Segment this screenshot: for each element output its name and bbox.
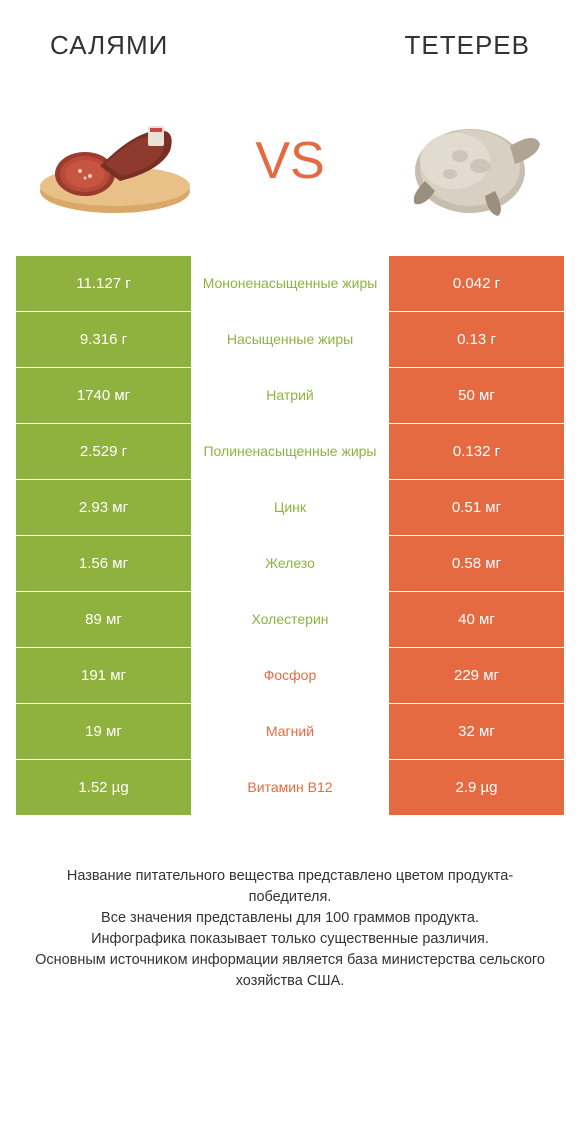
nutrient-label: Магний [191, 704, 389, 759]
footer-line: Название питательного вещества представл… [30, 866, 550, 908]
table-row: 2.93 мгЦинк0.51 мг [16, 480, 564, 536]
table-row: 11.127 гМононенасыщенные жиры0.042 г [16, 256, 564, 312]
table-row: 191 мгФосфор229 мг [16, 648, 564, 704]
left-value-cell: 89 мг [16, 592, 191, 647]
table-row: 89 мгХолестерин40 мг [16, 592, 564, 648]
nutrient-label: Витамин B12 [191, 760, 389, 815]
right-value-cell: 2.9 µg [389, 760, 564, 815]
nutrient-label: Фосфор [191, 648, 389, 703]
right-value-cell: 0.58 мг [389, 536, 564, 591]
right-value-cell: 229 мг [389, 648, 564, 703]
nutrient-label: Насыщенные жиры [191, 312, 389, 367]
header: САЛЯМИ ТЕТЕРЕВ [0, 0, 580, 71]
footer-line: Основным источником информации является … [30, 950, 550, 992]
nutrient-label: Натрий [191, 368, 389, 423]
left-value-cell: 19 мг [16, 704, 191, 759]
comparison-table: 11.127 гМононенасыщенные жиры0.042 г9.31… [0, 256, 580, 816]
left-value-cell: 9.316 г [16, 312, 191, 367]
nutrient-label: Мононенасыщенные жиры [191, 256, 389, 311]
left-value-cell: 2.529 г [16, 424, 191, 479]
images-row: VS [0, 71, 580, 256]
left-value-cell: 11.127 г [16, 256, 191, 311]
salami-image [30, 96, 200, 226]
nutrient-label: Холестерин [191, 592, 389, 647]
right-value-cell: 32 мг [389, 704, 564, 759]
left-value-cell: 2.93 мг [16, 480, 191, 535]
table-row: 9.316 гНасыщенные жиры0.13 г [16, 312, 564, 368]
left-value-cell: 191 мг [16, 648, 191, 703]
nutrient-label: Железо [191, 536, 389, 591]
right-value-cell: 0.042 г [389, 256, 564, 311]
footer-notes: Название питательного вещества представл… [0, 816, 580, 1012]
footer-line: Все значения представлены для 100 граммо… [30, 908, 550, 929]
grouse-image [380, 96, 550, 226]
footer-line: Инфографика показывает только существенн… [30, 929, 550, 950]
right-value-cell: 0.51 мг [389, 480, 564, 535]
nutrient-label: Цинк [191, 480, 389, 535]
right-value-cell: 0.13 г [389, 312, 564, 367]
left-product-title: САЛЯМИ [50, 30, 168, 61]
right-product-title: ТЕТЕРЕВ [405, 30, 530, 61]
nutrient-label: Полиненасыщенные жиры [191, 424, 389, 479]
left-value-cell: 1.52 µg [16, 760, 191, 815]
right-value-cell: 50 мг [389, 368, 564, 423]
table-row: 19 мгМагний32 мг [16, 704, 564, 760]
right-value-cell: 0.132 г [389, 424, 564, 479]
table-row: 1.52 µgВитамин B122.9 µg [16, 760, 564, 816]
table-row: 2.529 гПолиненасыщенные жиры0.132 г [16, 424, 564, 480]
left-value-cell: 1.56 мг [16, 536, 191, 591]
right-value-cell: 40 мг [389, 592, 564, 647]
table-row: 1.56 мгЖелезо0.58 мг [16, 536, 564, 592]
vs-label: VS [255, 131, 324, 191]
left-value-cell: 1740 мг [16, 368, 191, 423]
table-row: 1740 мгНатрий50 мг [16, 368, 564, 424]
